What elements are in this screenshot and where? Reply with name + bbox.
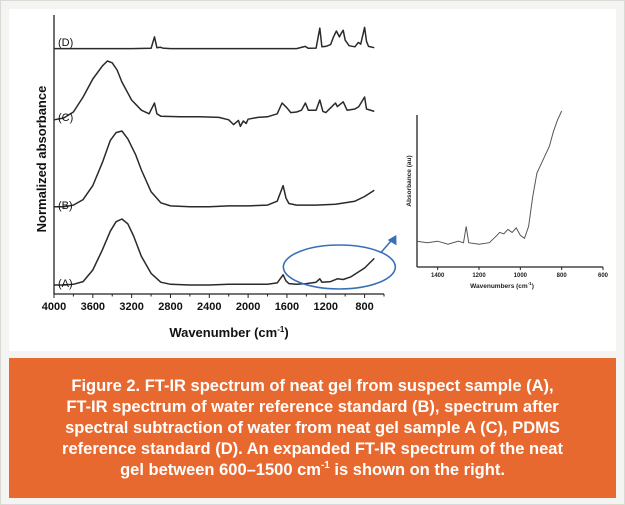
inset-x-tick-label: 1400 [431, 273, 445, 279]
series-a-label: (A) [58, 278, 73, 290]
inset-x-tick-label: 600 [598, 273, 609, 279]
series-b-line [54, 130, 375, 208]
caption-line-4: reference standard (D). An expanded FT-I… [62, 439, 563, 458]
y-axis-title: Normalized absorbance [34, 86, 49, 233]
x-tick-label: 2800 [158, 301, 182, 313]
series-d-label: (D) [58, 37, 73, 49]
series-c-label: (C) [58, 112, 73, 124]
x-axis-title: Wavenumber (cm-1) [169, 325, 288, 340]
caption-line-3: spectral subtraction of water from neat … [65, 418, 560, 437]
x-tick-label: 4000 [42, 301, 66, 313]
inset-x-tick-label: 1000 [514, 273, 528, 279]
caption-line-1: Figure 2. FT-IR spectrum of neat gel fro… [71, 376, 554, 395]
x-tick-label: 2400 [197, 301, 221, 313]
inset-x-tick-label: 1200 [472, 273, 486, 279]
inset-spectrum-chart: 1400 1200 1000 800 600 Wavenumbers (cm-1) Abso… [406, 110, 609, 290]
x-tick-label: 1200 [314, 301, 338, 313]
caption-line-5a: gel between 600–1500 cm [120, 460, 321, 479]
x-tick-label: 2000 [236, 301, 260, 313]
plot-panel: 4000 3600 3200 2800 2400 2000 1600 1200 800 Waven… [9, 9, 616, 351]
arrow-head [387, 235, 397, 246]
series-a-line [54, 218, 375, 286]
ftir-chart: 4000 3600 3200 2800 2400 2000 1600 1200 800 Waven… [34, 15, 609, 340]
inset-x-axis-title: Wavenumbers (cm-1) [470, 281, 534, 290]
caption-line-2: FT-IR spectrum of water reference standa… [66, 397, 559, 416]
caption-text: Figure 2. FT-IR spectrum of neat gel fro… [62, 376, 563, 481]
x-tick-label: 3200 [119, 301, 143, 313]
x-tick-label: 1600 [275, 301, 299, 313]
series-b-label: (B) [58, 200, 73, 212]
main-spectra-chart: 4000 3600 3200 2800 2400 2000 1600 1200 800 Waven… [34, 15, 385, 340]
x-tick-label: 800 [355, 301, 373, 313]
arrow-shaft [380, 240, 392, 253]
highlight-ellipse [282, 244, 397, 290]
inset-spectrum-line [416, 110, 563, 245]
annotations [282, 235, 397, 290]
figure-caption: Figure 2. FT-IR spectrum of neat gel fro… [9, 358, 616, 498]
x-tick-label: 3600 [81, 301, 105, 313]
series-c-line [53, 60, 375, 128]
caption-line-5b: is shown on the right. [329, 460, 505, 479]
inset-x-tick-label: 800 [557, 273, 568, 279]
inset-y-axis-title: Absorbance (au) [406, 155, 413, 206]
series-d-line [54, 26, 375, 50]
caption-line-5-sup: -1 [320, 459, 330, 471]
